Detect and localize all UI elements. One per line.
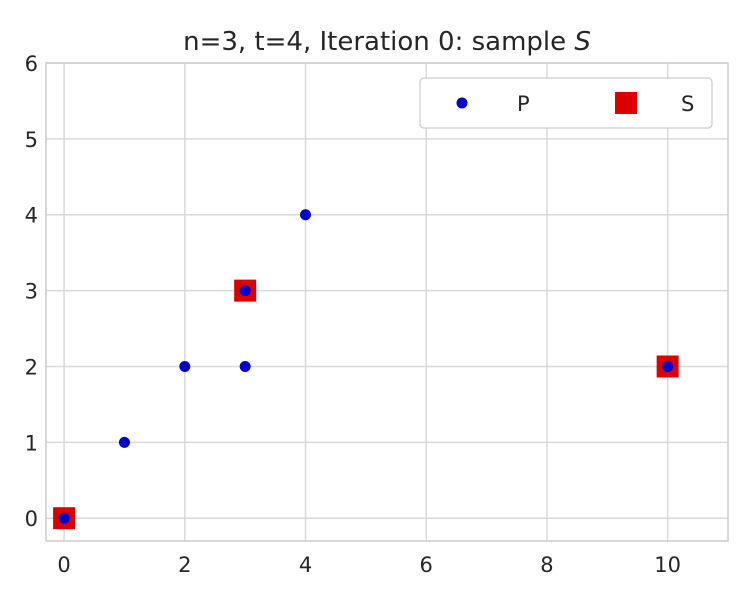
x-tick-label-8: 8	[540, 553, 553, 577]
legend-marker-p	[456, 97, 468, 109]
chart-title-italic: S	[574, 27, 591, 57]
point-p-6	[662, 360, 674, 372]
x-tick-label-2: 2	[178, 553, 191, 577]
chart-title: n=3, t=4, Iteration 0: sample S	[183, 27, 591, 57]
point-p-4	[239, 285, 251, 297]
y-tick-label-6: 6	[25, 52, 38, 76]
point-p-3	[239, 360, 251, 372]
point-p-0	[58, 512, 70, 524]
y-tick-label-1: 1	[25, 431, 38, 455]
point-p-5	[300, 209, 312, 221]
x-tick-label-6: 6	[420, 553, 433, 577]
legend-label-p: P	[517, 92, 530, 116]
point-p-2	[179, 360, 191, 372]
legend-marker-s	[615, 92, 637, 114]
y-tick-label-4: 4	[25, 204, 38, 228]
legend-box	[419, 77, 713, 129]
x-axis-ticks: 0 2 4 6 8 10	[57, 553, 681, 577]
plot-area	[45, 62, 729, 542]
chart-title-main: n=3, t=4, Iteration 0: sample	[183, 27, 574, 57]
legend-label-s: S	[681, 92, 694, 116]
x-tick-label-4: 4	[299, 553, 312, 577]
data-marks	[53, 209, 679, 530]
grid-lines	[46, 62, 728, 541]
y-tick-label-2: 2	[25, 355, 38, 379]
x-tick-label-10: 10	[654, 553, 681, 577]
y-tick-label-3: 3	[25, 280, 38, 304]
x-tick-label-0: 0	[57, 553, 70, 577]
y-tick-label-5: 5	[25, 128, 38, 152]
point-p-1	[118, 436, 130, 448]
y-axis-ticks: 0 1 2 3 4 5 6	[25, 52, 38, 531]
y-tick-label-0: 0	[25, 507, 38, 531]
